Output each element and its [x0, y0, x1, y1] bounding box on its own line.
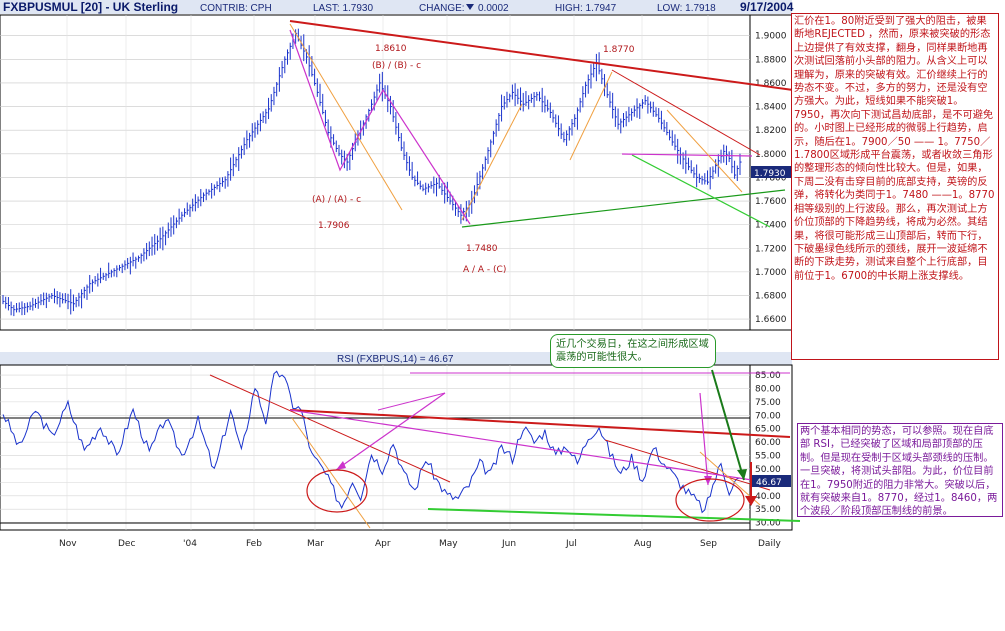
rsi-magenta-line-1 — [289, 409, 753, 481]
magenta-arrow-a — [335, 392, 446, 471]
trough1-wave: (A) / (A) - c — [312, 195, 361, 205]
low-label: LOW: 1.7918 — [657, 3, 716, 14]
rsi-tick-label: 50.00 — [755, 465, 781, 475]
month-label: Aug — [634, 539, 652, 549]
month-label: Jun — [501, 539, 516, 549]
price-tick-label: 1.6600 — [755, 315, 787, 325]
rsi-tag-bg — [751, 475, 791, 487]
price-tick-label: 1.7600 — [755, 197, 787, 207]
orange-line-2 — [461, 103, 523, 221]
peak1-value: 1.8610 — [375, 44, 407, 54]
magenta-arrow-b — [377, 392, 446, 411]
rsi-tick-label: 75.00 — [755, 398, 781, 408]
rsi-orange-line-1 — [291, 417, 371, 529]
change-label: CHANGE: — [419, 3, 465, 14]
red-down-arrow-icon — [745, 496, 757, 506]
month-label: Daily — [758, 539, 781, 549]
arrowhead-icon — [737, 469, 747, 480]
magenta-wave-path — [289, 29, 471, 225]
price-tick-label: 1.9000 — [755, 32, 787, 42]
rsi-tick-label: 70.00 — [755, 411, 781, 421]
rsi-line — [2, 370, 741, 514]
rsi-tick-label: 80.00 — [755, 384, 781, 394]
peak1-wave: (B) / (B) - c — [372, 61, 421, 71]
last-label: LAST: 1.7930 — [313, 3, 373, 14]
price-gridlines — [0, 35, 750, 320]
price-tick-labels: 1.6600 1.6800 1.7000 1.7200 1.7400 1.7600 1.78… — [755, 32, 787, 325]
rsi-circle-left — [306, 469, 368, 513]
trough2-value: 1.7480 — [466, 244, 498, 254]
trough2-wave: A / A - (C) — [463, 265, 506, 275]
orange-line-1 — [289, 23, 403, 211]
rsi-green-line — [427, 508, 801, 522]
arrowhead-icon — [336, 461, 346, 470]
month-labels: Nov Dec '04 Feb Mar Apr May Jun Jul Aug Sep Daily — [59, 539, 781, 549]
arrowhead-icon — [704, 476, 712, 485]
green-neckline — [461, 189, 786, 228]
month-label: Mar — [307, 539, 324, 549]
symbol-title: FXBPUSMUL [20] - UK Sterling — [3, 0, 178, 14]
green-support-line — [631, 154, 771, 228]
trough1-value: 1.7906 — [318, 221, 350, 231]
change-value: 0.0002 — [478, 3, 509, 14]
change-down-icon — [466, 4, 474, 10]
price-tick-label: 1.8600 — [755, 79, 787, 89]
month-label: '04 — [183, 539, 197, 549]
rsi-red-line-1 — [209, 374, 451, 483]
date-label: 9/17/2004 — [740, 0, 794, 14]
price-tag-bg — [751, 166, 791, 178]
rsi-tick-label: 85.00 — [755, 371, 781, 381]
red-inner-trendline — [611, 69, 761, 156]
red-downtrend-line — [289, 20, 794, 91]
price-tick-label: 1.8400 — [755, 103, 787, 113]
orange-line-3 — [569, 71, 613, 161]
price-tag: 1.7930 — [754, 169, 786, 179]
rsi-tick-label: 60.00 — [755, 438, 781, 448]
price-bar-series — [2, 28, 742, 317]
peak2-value: 1.8770 — [603, 45, 635, 55]
green-callout-arrow — [711, 369, 745, 481]
rsi-red-line-2 — [289, 409, 791, 438]
rsi-title: RSI (FXBPUS,14) = 46.67 — [337, 354, 454, 365]
rsi-analysis-note: 两个基本相同的势态，可以参照。现在自底部 RSI，已经突破了区域和局部顶部的压制… — [797, 423, 1003, 517]
rsi-axis-panel — [749, 364, 793, 531]
price-tick-label: 1.8800 — [755, 55, 787, 65]
month-label: Apr — [375, 539, 391, 549]
price-tick-label: 1.7000 — [755, 268, 787, 278]
month-label: Dec — [118, 539, 135, 549]
rsi-tick-label: 35.00 — [755, 505, 781, 515]
price-tick-label: 1.7800 — [755, 173, 787, 183]
rsi-circle-right — [675, 478, 745, 522]
rsi-panel — [0, 364, 751, 531]
rsi-tick-labels: 30.0035.0040.0045.0050.0055.0060.0065.00… — [755, 371, 781, 529]
high-label: HIGH: 1.7947 — [555, 3, 617, 14]
rsi-red-line-3 — [604, 439, 771, 491]
price-tick-label: 1.8200 — [755, 126, 787, 136]
month-label: Nov — [59, 539, 77, 549]
rsi-tick-label: 30.00 — [755, 519, 781, 529]
price-tick-label: 1.7200 — [755, 244, 787, 254]
header-bar — [0, 0, 792, 14]
month-label: May — [439, 539, 458, 549]
main-analysis-note: 汇价在1。80附近受到了强大的阻击，被果断地REJECTED ，然而，原来被突破… — [791, 13, 999, 360]
month-label: Sep — [700, 539, 717, 549]
magenta-arrow-c — [699, 392, 709, 486]
rsi-tag: 46.67 — [756, 478, 782, 488]
magenta-level-line — [621, 153, 753, 157]
rsi-tick-label: 65.00 — [755, 425, 781, 435]
price-tick-label: 1.6800 — [755, 291, 787, 301]
price-tick-label: 1.7400 — [755, 221, 787, 231]
month-label: Jul — [565, 539, 577, 549]
price-tick-label: 1.8000 — [755, 150, 787, 160]
rsi-tick-label: 55.00 — [755, 452, 781, 462]
orange-line-4 — [666, 109, 743, 193]
contrib-label: CONTRIB: CPH — [200, 3, 272, 14]
month-label: Feb — [246, 539, 262, 549]
rsi-tick-label: 40.00 — [755, 492, 781, 502]
green-callout-note: 近几个交易日，在这之间形成区域震荡的可能性很大。 — [550, 334, 716, 368]
